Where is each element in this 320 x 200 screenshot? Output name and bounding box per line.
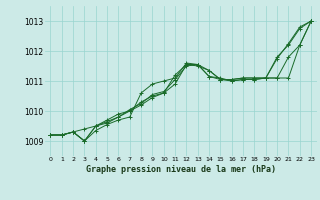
X-axis label: Graphe pression niveau de la mer (hPa): Graphe pression niveau de la mer (hPa) bbox=[86, 165, 276, 174]
